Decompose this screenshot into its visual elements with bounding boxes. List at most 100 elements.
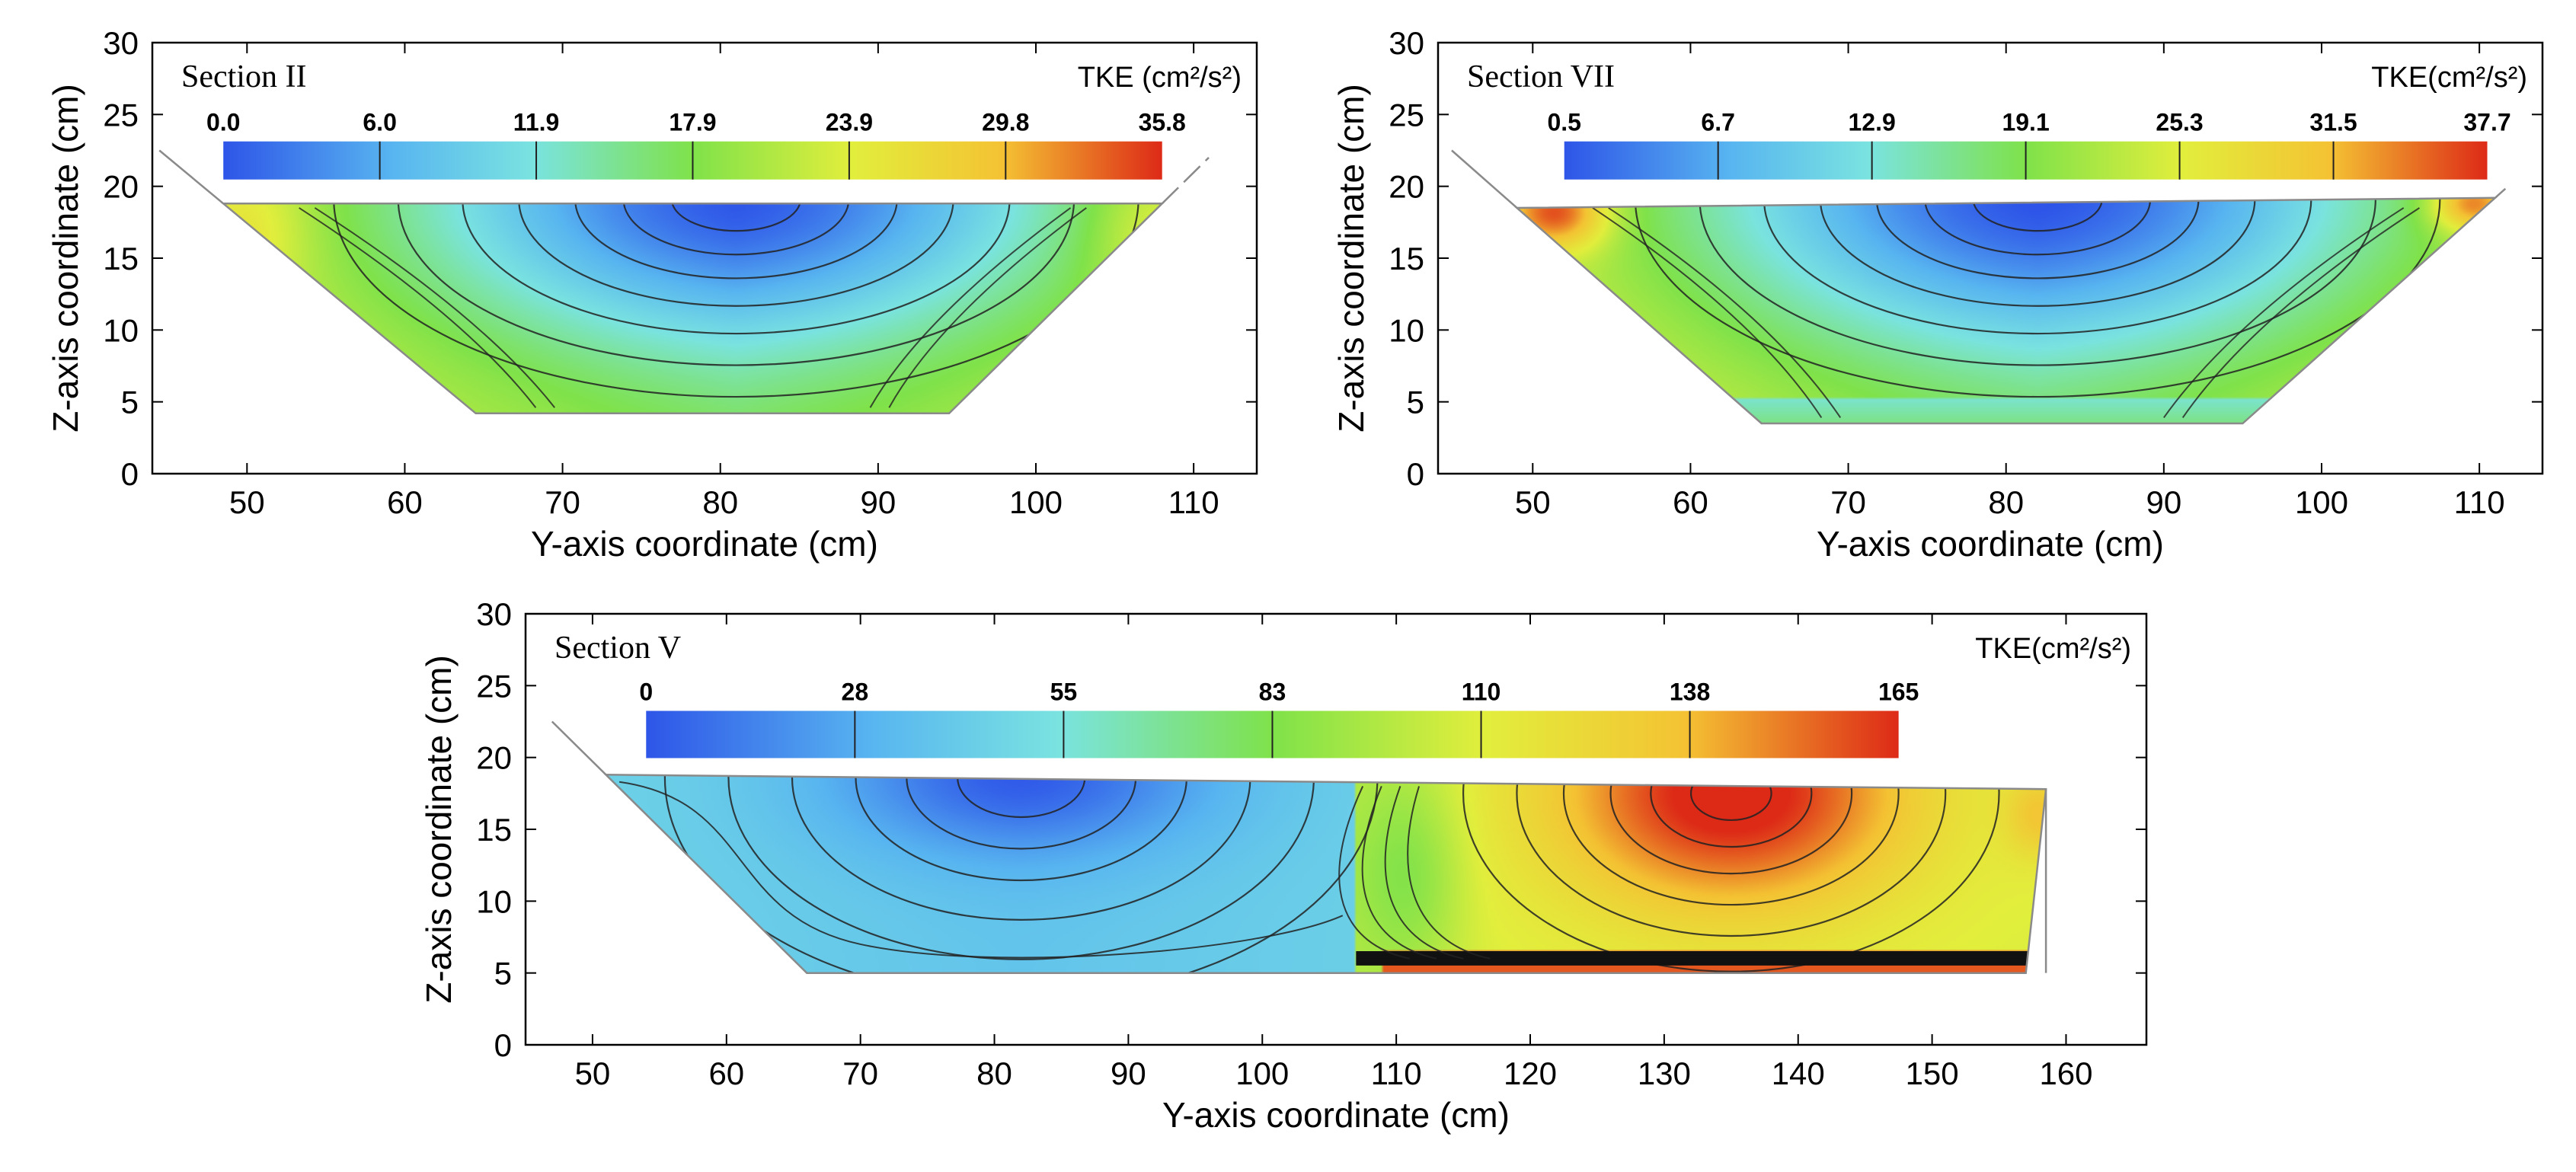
colorbar-title: TKE(cm²/s²) bbox=[1975, 633, 2131, 665]
tke-contour-field bbox=[1517, 197, 2495, 423]
x-tick-label: 150 bbox=[1906, 1055, 1959, 1091]
colorbar-tick-label: 35.8 bbox=[1139, 109, 1186, 136]
section-label: Section II bbox=[181, 59, 306, 94]
x-tick-label: 70 bbox=[545, 484, 580, 520]
y-axis-label: Z-axis coordinate (cm) bbox=[1331, 84, 1371, 433]
channel-outline bbox=[220, 203, 1165, 415]
contour-line bbox=[888, 207, 1087, 408]
y-tick-label: 5 bbox=[494, 956, 512, 992]
contour-line bbox=[1592, 207, 1823, 418]
tke-contour-field bbox=[606, 774, 2047, 973]
y-tick-label: 20 bbox=[1389, 169, 1424, 205]
contour-line bbox=[1650, 774, 1813, 848]
x-tick-label: 120 bbox=[1504, 1055, 1557, 1091]
colorbar-title: TKE(cm²/s²) bbox=[2371, 62, 2527, 94]
x-tick-label: 110 bbox=[1168, 484, 1219, 520]
contour-line bbox=[670, 203, 802, 232]
contour-line bbox=[1384, 786, 1464, 960]
x-tick-label: 90 bbox=[1111, 1055, 1146, 1091]
contour-line bbox=[1516, 774, 1947, 937]
x-tick-label: 50 bbox=[229, 484, 265, 520]
x-tick-label: 70 bbox=[1830, 484, 1866, 520]
colorbar-tick-label: 31.5 bbox=[2309, 109, 2357, 136]
bank-line bbox=[2495, 157, 2541, 199]
x-tick-label: 60 bbox=[708, 1055, 744, 1091]
contour-line bbox=[518, 203, 954, 307]
y-tick-label: 25 bbox=[103, 97, 139, 133]
x-tick-label: 110 bbox=[2454, 484, 2505, 520]
colorbar-tick-label: 29.8 bbox=[982, 109, 1029, 136]
y-tick-label: 0 bbox=[494, 1027, 512, 1063]
contour-line bbox=[1338, 785, 1410, 960]
colorbar-tick-label: 25.3 bbox=[2156, 109, 2203, 136]
y-tick-label: 30 bbox=[1389, 25, 1424, 61]
colorbar-tick-label: 19.1 bbox=[2002, 109, 2049, 136]
x-tick-label: 50 bbox=[1515, 484, 1551, 520]
colorbar-tick-label: 11.9 bbox=[513, 109, 560, 136]
contour-line bbox=[2163, 207, 2405, 418]
colorbar-tick-label: 6.0 bbox=[363, 109, 396, 136]
x-tick-label: 140 bbox=[1772, 1055, 1825, 1091]
y-tick-label: 5 bbox=[121, 385, 139, 420]
x-tick-label: 90 bbox=[860, 484, 896, 520]
x-tick-label: 80 bbox=[976, 1055, 1012, 1091]
y-tick-label: 0 bbox=[1407, 456, 1424, 492]
contour-line bbox=[574, 203, 898, 279]
contour-line bbox=[618, 781, 1344, 959]
channel-outline bbox=[1514, 196, 2498, 425]
y-axis-label: Z-axis coordinate (cm) bbox=[419, 655, 459, 1004]
x-tick-label: 60 bbox=[1673, 484, 1708, 520]
y-tick-label: 20 bbox=[476, 740, 512, 776]
panel-section-vii: 0.5 6.7 12.9 19.1 25.3 31.5 37.7 Section VII TKE… bbox=[1331, 25, 2544, 564]
colorbar-tick-label: 0.0 bbox=[206, 109, 240, 136]
colorbar-tick-label: 55 bbox=[1050, 678, 1078, 705]
y-tick-label: 10 bbox=[103, 312, 139, 348]
x-axis-label: Y-axis coordinate (cm) bbox=[1162, 1095, 1510, 1135]
section-label: Section V bbox=[555, 631, 681, 666]
x-tick-label: 80 bbox=[1988, 484, 2024, 520]
x-tick-label: 90 bbox=[2146, 484, 2181, 520]
colorbar-tick-label: 110 bbox=[1462, 678, 1501, 705]
y-tick-label: 25 bbox=[476, 668, 512, 704]
contour-lines bbox=[618, 774, 2033, 973]
panel-section-ii: 0.0 6.0 11.9 17.9 23.9 29.8 35.8 Section II TKE … bbox=[46, 25, 1258, 564]
contour-line bbox=[1689, 774, 1772, 822]
contour-line bbox=[1609, 774, 1853, 875]
x-tick-label: 110 bbox=[1371, 1055, 1422, 1091]
contour-line bbox=[1608, 207, 1842, 418]
colorbar-tick-label: 0.5 bbox=[1547, 109, 1580, 136]
y-tick-label: 30 bbox=[476, 596, 512, 632]
channel-outline bbox=[603, 774, 2047, 974]
contour-line bbox=[1407, 786, 1491, 960]
colorbar-tick-label: 12.9 bbox=[1849, 109, 1896, 136]
contour-line bbox=[622, 203, 850, 256]
colorbar-title: TKE (cm²/s²) bbox=[1078, 62, 1242, 94]
y-tick-label: 10 bbox=[1389, 312, 1424, 348]
colorbar-tick-label: 165 bbox=[1878, 678, 1919, 705]
x-tick-label: 130 bbox=[1638, 1055, 1691, 1091]
y-tick-label: 30 bbox=[103, 25, 139, 61]
contour-line bbox=[2181, 207, 2420, 418]
y-tick-label: 0 bbox=[121, 456, 139, 492]
colorbar-tick-label: 23.9 bbox=[826, 109, 873, 136]
contour-line bbox=[397, 203, 1075, 366]
section-label: Section VII bbox=[1467, 59, 1615, 94]
x-tick-label: 100 bbox=[1009, 484, 1063, 520]
bank-line bbox=[158, 149, 225, 205]
x-axis-label: Y-axis coordinate (cm) bbox=[531, 524, 878, 564]
y-tick-label: 15 bbox=[103, 241, 139, 276]
y-tick-label: 5 bbox=[1407, 385, 1424, 420]
y-tick-label: 20 bbox=[103, 169, 139, 205]
colorbar-tick-label: 83 bbox=[1259, 678, 1286, 705]
x-tick-label: 70 bbox=[842, 1055, 878, 1091]
contour-line bbox=[1361, 786, 1437, 960]
bank-line bbox=[1451, 149, 1518, 209]
colorbar-tick-label: 6.7 bbox=[1701, 109, 1734, 136]
contour-line bbox=[1562, 774, 1900, 906]
colorbar-tick-label: 37.7 bbox=[2463, 109, 2510, 136]
x-tick-label: 160 bbox=[2039, 1055, 2092, 1091]
colorbar-tick-label: 0 bbox=[639, 678, 653, 705]
contour-line bbox=[869, 207, 1072, 408]
